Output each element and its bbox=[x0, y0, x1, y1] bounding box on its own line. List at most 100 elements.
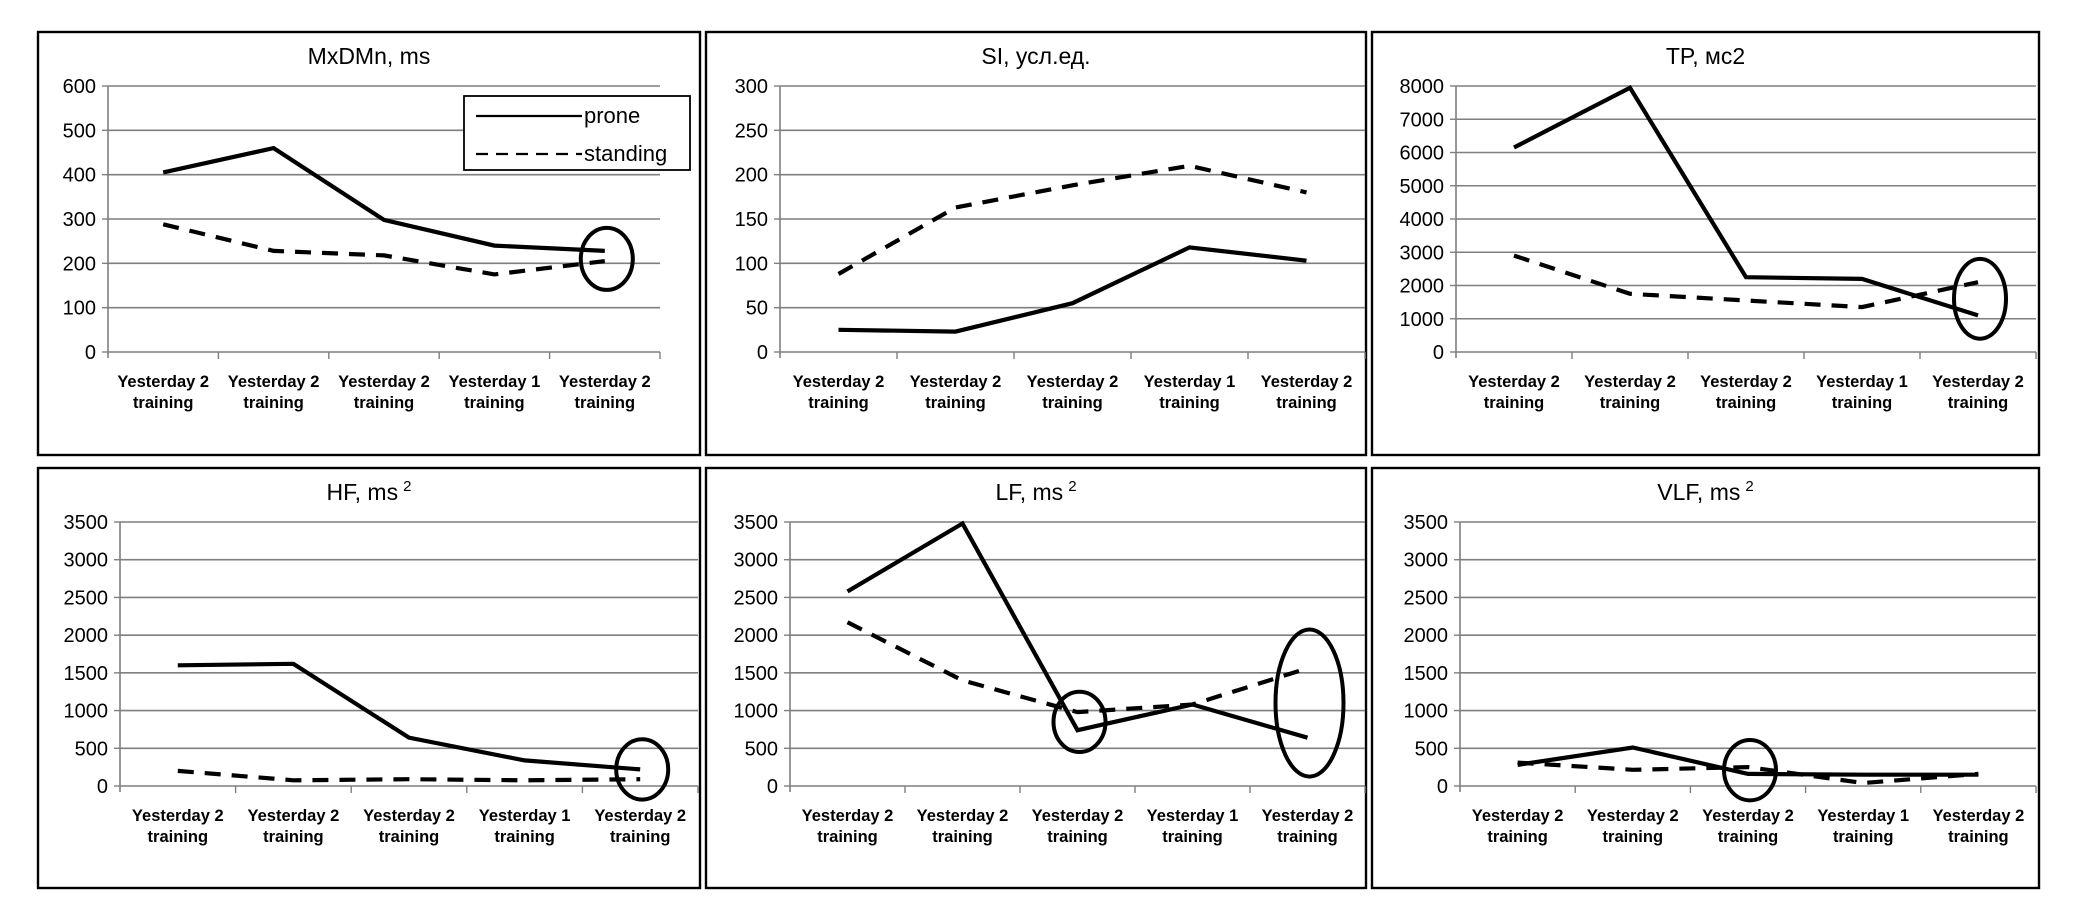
y-tick-label: 500 bbox=[1415, 738, 1448, 760]
series-line-prone bbox=[1513, 84, 1979, 318]
y-tick-label: 6000 bbox=[1400, 143, 1445, 165]
x-tick-label: training bbox=[263, 828, 324, 846]
y-tick-label: 250 bbox=[735, 120, 768, 142]
x-tick-label: training bbox=[1487, 828, 1548, 846]
x-tick-label: training bbox=[1948, 828, 2009, 846]
x-tick-label: training bbox=[354, 394, 415, 412]
series-line-standing bbox=[162, 222, 606, 277]
y-tick-label: 600 bbox=[63, 76, 96, 98]
x-tick-label: Yesterday 1 bbox=[1144, 373, 1236, 391]
y-tick-label: 1000 bbox=[1400, 309, 1445, 331]
y-tick-label: 2000 bbox=[1400, 276, 1445, 298]
chart-panel-6: VLF, ms 2 0 500 1000 1500 2000 2500 3000 3500 Yest… bbox=[1370, 466, 2041, 890]
y-tick-label: 150 bbox=[735, 209, 768, 231]
legend-label-standing: standing bbox=[584, 141, 667, 166]
series-line-prone bbox=[846, 520, 1309, 740]
x-tick-label: training bbox=[575, 394, 636, 412]
chart-title-text: TP, мс2 bbox=[1666, 43, 1745, 69]
chart-panel-2: SI, усл.ед. 0 50 100 150 200 250 300 Yesterday 2… bbox=[704, 30, 1368, 457]
x-tick-label: Yesterday 2 bbox=[1261, 373, 1353, 391]
x-tick-label: Yesterday 2 bbox=[559, 373, 651, 391]
chart-panel-5: LF, ms 2 0 500 1000 1500 2000 2500 3000 3500 Yeste… bbox=[704, 466, 1368, 890]
y-tick-label: 0 bbox=[767, 776, 778, 798]
y-tick-label: 0 bbox=[757, 342, 768, 364]
y-tick-label: 4000 bbox=[1400, 209, 1445, 231]
x-tick-label: training bbox=[925, 394, 986, 412]
x-tick-label: training bbox=[1948, 394, 2009, 412]
series-line-prone bbox=[1517, 745, 1979, 777]
x-tick-label: training bbox=[1832, 394, 1893, 412]
chart-title-text: SI, усл.ед. bbox=[981, 43, 1090, 69]
y-tick-label: 3500 bbox=[1404, 512, 1449, 534]
x-tick-label: Yesterday 2 bbox=[363, 807, 455, 825]
x-tick-label: training bbox=[1833, 828, 1894, 846]
x-tick-label: Yesterday 1 bbox=[1816, 373, 1908, 391]
y-tick-label: 300 bbox=[63, 209, 96, 231]
y-tick-label: 0 bbox=[85, 342, 96, 364]
chart-panel-frame bbox=[1370, 30, 2041, 457]
x-tick-label: training bbox=[1600, 394, 1661, 412]
y-tick-label: 1000 bbox=[734, 701, 779, 723]
chart-title: HF, ms 2 bbox=[327, 478, 412, 505]
x-tick-label: training bbox=[133, 394, 194, 412]
y-tick-label: 3000 bbox=[1404, 550, 1449, 572]
x-tick-label: Yesterday 2 bbox=[248, 807, 340, 825]
y-tick-label: 50 bbox=[746, 298, 768, 320]
series-line-standing bbox=[1517, 760, 1979, 786]
series-line-standing bbox=[177, 768, 641, 783]
highlight-ellipse bbox=[1273, 627, 1346, 779]
chart-title-text: MxDMn, ms bbox=[308, 43, 431, 69]
x-tick-label: Yesterday 2 bbox=[1027, 373, 1119, 391]
x-tick-label: Yesterday 2 bbox=[793, 373, 885, 391]
x-tick-label: Yesterday 2 bbox=[802, 807, 894, 825]
y-tick-label: 500 bbox=[745, 738, 778, 760]
y-tick-label: 0 bbox=[1437, 776, 1448, 798]
chart-title: VLF, ms 2 bbox=[1657, 478, 1753, 505]
y-tick-label: 5000 bbox=[1400, 176, 1445, 198]
x-tick-label: Yesterday 2 bbox=[1932, 373, 2024, 391]
chart-title-text: HF, ms bbox=[327, 479, 399, 505]
chart-title: MxDMn, ms bbox=[308, 43, 431, 69]
x-tick-label: training bbox=[1718, 828, 1779, 846]
x-tick-label: Yesterday 2 bbox=[1702, 807, 1794, 825]
y-tick-label: 7000 bbox=[1400, 109, 1445, 131]
x-tick-label: Yesterday 2 bbox=[1587, 807, 1679, 825]
y-tick-label: 100 bbox=[63, 298, 96, 320]
x-tick-label: Yesterday 2 bbox=[1933, 807, 2025, 825]
series-line-standing bbox=[1513, 253, 1979, 310]
x-tick-label: Yesterday 1 bbox=[1147, 807, 1239, 825]
chart-panel-frame bbox=[704, 466, 1368, 890]
highlight-ellipse bbox=[1722, 737, 1778, 803]
y-tick-label: 2000 bbox=[734, 625, 779, 647]
y-tick-label: 0 bbox=[97, 776, 108, 798]
x-tick-label: training bbox=[1042, 394, 1103, 412]
x-tick-label: Yesterday 2 bbox=[594, 807, 686, 825]
x-tick-label: Yesterday 2 bbox=[910, 373, 1002, 391]
x-tick-label: training bbox=[494, 828, 555, 846]
chart-panel-3: TP, мс2 0 1000 2000 3000 4000 5000 6000 7000 8000… bbox=[1370, 30, 2041, 457]
chart-title-text: VLF, ms bbox=[1657, 479, 1740, 505]
highlight-ellipse bbox=[614, 737, 671, 802]
series-line-prone bbox=[177, 661, 641, 772]
x-tick-label: training bbox=[1047, 828, 1108, 846]
series-line-prone bbox=[162, 145, 605, 253]
y-tick-label: 300 bbox=[735, 76, 768, 98]
x-tick-label: training bbox=[817, 828, 878, 846]
y-tick-label: 1500 bbox=[64, 663, 109, 685]
legend-label-prone: prone bbox=[584, 103, 640, 128]
y-tick-label: 3000 bbox=[734, 550, 779, 572]
x-tick-label: Yesterday 2 bbox=[117, 373, 209, 391]
x-tick-label: training bbox=[808, 394, 869, 412]
y-tick-label: 500 bbox=[75, 738, 108, 760]
legend-box bbox=[463, 95, 691, 171]
x-tick-label: training bbox=[379, 828, 440, 846]
x-tick-label: training bbox=[148, 828, 209, 846]
chart-title-superscript: 2 bbox=[1745, 478, 1753, 495]
x-tick-label: Yesterday 2 bbox=[228, 373, 320, 391]
chart-panel-1: MxDMn, ms 0 100 200 300 400 500 600 Yesterday 2 t… bbox=[36, 30, 702, 457]
x-tick-label: training bbox=[1277, 828, 1338, 846]
x-tick-label: Yesterday 2 bbox=[1468, 373, 1560, 391]
y-tick-label: 2000 bbox=[64, 625, 109, 647]
